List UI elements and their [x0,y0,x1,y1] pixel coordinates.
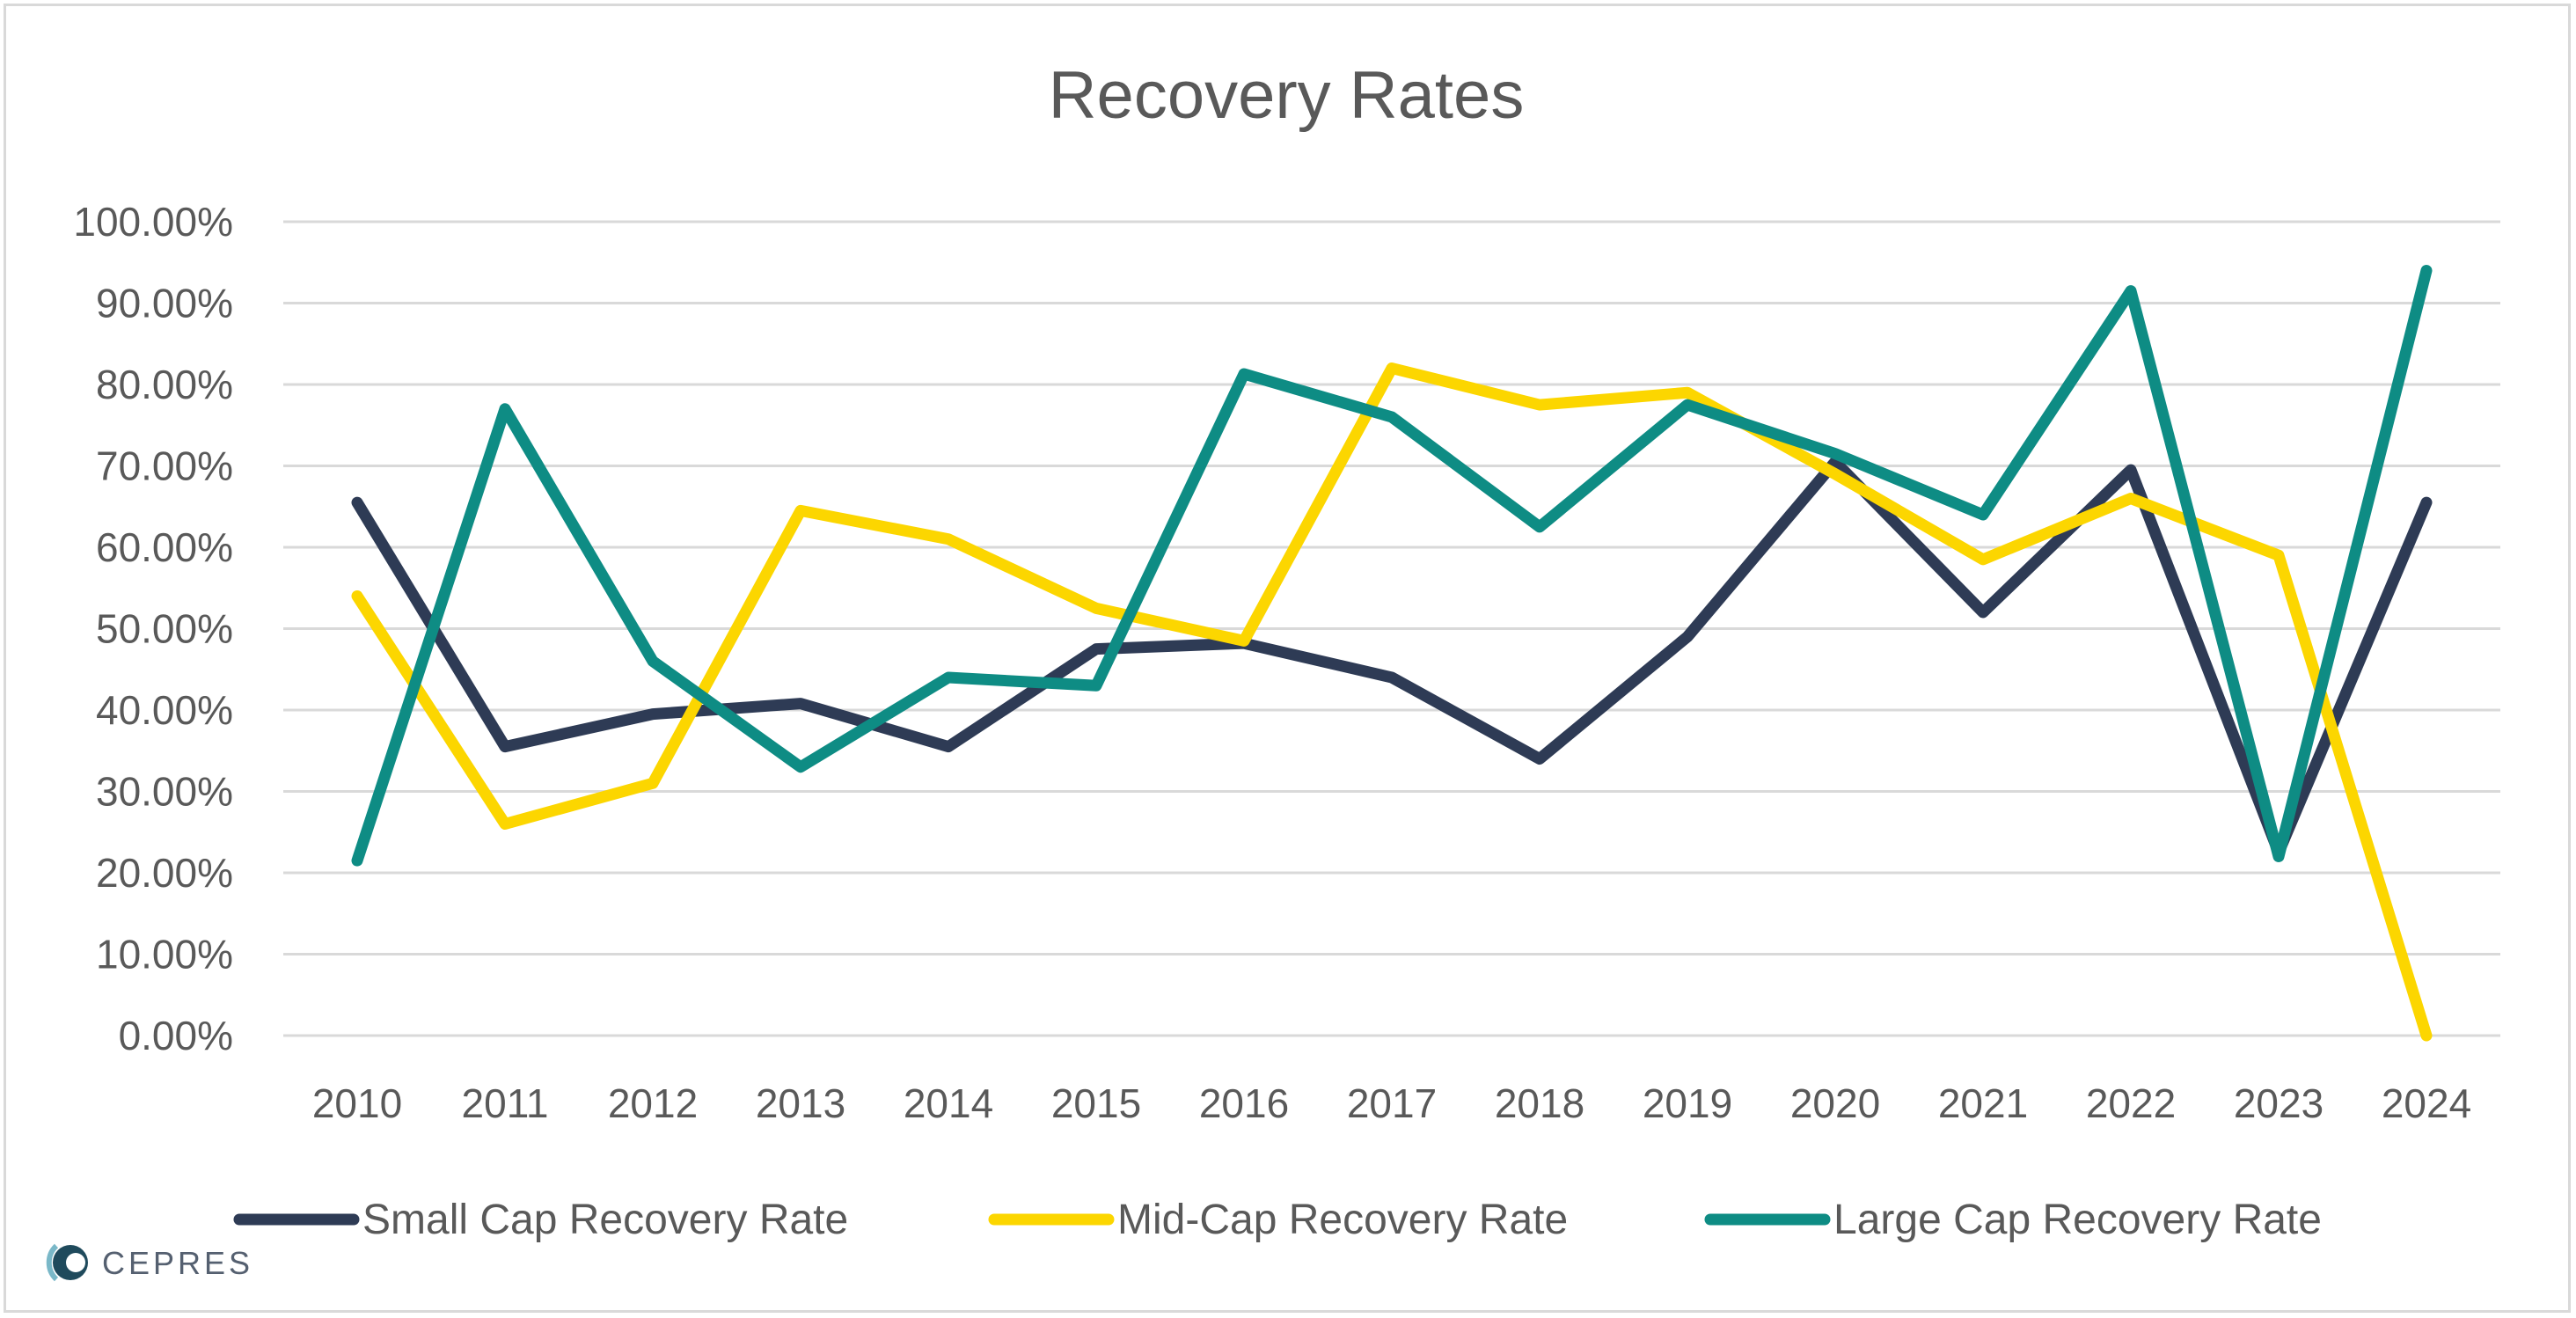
series-line-large-cap-recovery-rate [351,265,2433,867]
legend-label: Large Cap Recovery Rate [1833,1197,2322,1243]
series-line-small-cap-recovery-rate [351,456,2433,859]
y-tick-label: 0.00% [119,1013,233,1058]
x-tick-label: 2024 [2382,1080,2471,1126]
legend: Small Cap Recovery Rate Mid-Cap Recovery … [233,1197,2322,1243]
grid-lines [283,220,2500,1037]
y-tick-label: 30.00% [96,769,233,815]
x-tick-label: 2011 [462,1080,549,1126]
y-tick-label: 60.00% [96,524,233,570]
y-tick-label: 50.00% [96,606,233,652]
y-tick-label: 90.00% [96,281,233,326]
legend-label: Small Cap Recovery Rate [362,1197,848,1243]
x-tick-label: 2016 [1199,1080,1289,1126]
x-tick-label: 2021 [1938,1080,2028,1126]
x-tick-label: 2018 [1495,1080,1584,1126]
logo-arc-icon [46,1243,59,1282]
cepres-logo: CEPRES [46,1243,253,1282]
y-tick-label: 80.00% [96,362,233,407]
y-tick-label: 70.00% [96,443,233,489]
logo-circle-inner-icon [66,1253,85,1272]
y-tick-label: 20.00% [96,850,233,896]
series-lines [351,265,2433,1042]
x-tick-label: 2020 [1790,1080,1880,1126]
y-tick-label: 10.00% [96,932,233,978]
legend-label: Mid-Cap Recovery Rate [1117,1197,1568,1243]
x-tick-label: 2012 [608,1080,698,1126]
x-tick-label: 2019 [1643,1080,1732,1126]
x-tick-label: 2015 [1051,1080,1141,1126]
x-tick-label: 2023 [2234,1080,2324,1126]
x-tick-label: 2014 [904,1080,993,1126]
x-tick-label: 2022 [2086,1080,2176,1126]
y-axis-labels: 0.00% 10.00% 20.00% 30.00% 40.00% 50.00% 60.00… [73,199,233,1058]
y-tick-label: 100.00% [73,199,233,245]
series-line-mid-cap-recovery-rate [351,362,2433,1042]
y-tick-label: 40.00% [96,687,233,733]
x-tick-label: 2017 [1347,1080,1437,1126]
logo-text: CEPRES [102,1245,253,1281]
x-axis-labels: 2010 2011 2012 2013 2014 2015 2016 2017 2018 2019… [312,1080,2471,1126]
x-tick-label: 2010 [312,1080,402,1126]
x-tick-label: 2013 [756,1080,845,1126]
chart-title: Recovery Rates [1049,58,1525,133]
